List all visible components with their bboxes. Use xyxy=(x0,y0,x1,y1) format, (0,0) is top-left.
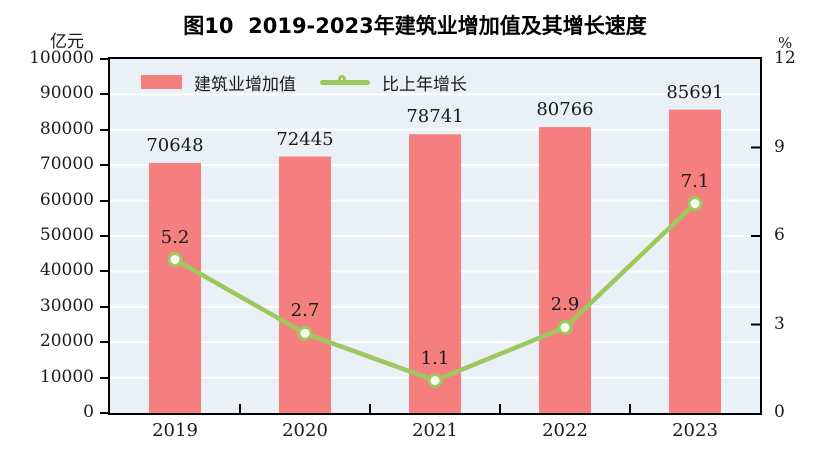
bar-value-label: 72445 xyxy=(276,128,334,150)
bar-value-label: 70648 xyxy=(146,134,204,156)
left-axis-tick-label: 50000 xyxy=(39,225,94,245)
right-axis-tick-label: 6 xyxy=(774,225,785,245)
x-axis-category-label: 2021 xyxy=(412,420,458,441)
left-axis-tickmark xyxy=(100,341,109,344)
right-axis-unit-label: % xyxy=(778,34,793,52)
chart-canvas xyxy=(110,93,760,413)
bar-2021 xyxy=(409,134,461,413)
left-axis-tick-label: 90000 xyxy=(39,83,94,104)
legend-bar-swatch xyxy=(141,75,182,89)
left-axis-tick-label: 10000 xyxy=(39,366,94,387)
line-marker-2020 xyxy=(297,325,313,341)
legend-line-marker-icon xyxy=(320,74,370,90)
legend-bar-label: 建筑业增加值 xyxy=(194,74,296,95)
bar-2020 xyxy=(279,156,331,413)
bar-value-label: 85691 xyxy=(666,81,724,103)
left-axis-tickmark xyxy=(100,376,109,379)
left-axis-unit-label: 亿元 xyxy=(50,32,84,52)
line-value-label: 7.1 xyxy=(680,170,710,192)
right-axis-tick-label: 12 xyxy=(774,48,796,68)
right-axis-tick-label: 0 xyxy=(774,402,785,422)
legend: 建筑业增加值 比上年增长 xyxy=(141,71,467,95)
x-axis-category-label: 2022 xyxy=(542,420,588,441)
left-axis-tick-label: 60000 xyxy=(39,189,94,210)
left-axis-tick-label: 100000 xyxy=(29,48,94,68)
left-axis-tickmark xyxy=(100,412,109,414)
left-axis-tickmark xyxy=(100,128,109,131)
bar-2022 xyxy=(539,127,591,413)
left-axis-tick-label: 20000 xyxy=(39,331,94,352)
legend-line-dot xyxy=(338,75,346,83)
chart-title: 图10 2019-2023年建筑业增加值及其增长速度 xyxy=(183,14,647,38)
x-axis-category-label: 2019 xyxy=(152,420,198,441)
line-value-label: 1.1 xyxy=(420,347,450,369)
line-value-label: 5.2 xyxy=(160,226,190,248)
left-axis-tickmark xyxy=(100,199,109,202)
line-value-label: 2.7 xyxy=(290,300,320,322)
left-axis-tick-label: 30000 xyxy=(39,295,94,316)
line-value-label: 2.9 xyxy=(550,294,580,316)
legend-line-segment xyxy=(320,80,370,85)
line-marker-2022 xyxy=(557,319,573,335)
left-axis-tickmark xyxy=(100,235,109,237)
right-axis-tick-label: 9 xyxy=(774,136,785,157)
x-axis-category-label: 2020 xyxy=(282,420,328,441)
left-axis-tick-label: 0 xyxy=(83,402,94,422)
bar-value-label: 78741 xyxy=(406,106,464,128)
line-marker-2021 xyxy=(427,373,443,389)
line-marker-2019 xyxy=(167,252,183,268)
right-axis-tick-label: 3 xyxy=(774,313,785,334)
left-axis-tick-label: 80000 xyxy=(39,118,94,139)
left-axis-tickmark xyxy=(100,270,109,273)
left-axis-tickmark xyxy=(100,93,109,96)
left-axis-tickmark xyxy=(100,305,109,308)
left-axis-tick-label: 40000 xyxy=(39,260,94,281)
plot-area xyxy=(108,57,762,415)
bar-value-label: 80766 xyxy=(536,99,594,121)
x-axis-category-label: 2023 xyxy=(672,420,718,441)
left-axis-tick-label: 70000 xyxy=(39,154,94,175)
bar-2023 xyxy=(669,109,721,413)
left-axis-tickmark xyxy=(100,164,109,167)
bar-2019 xyxy=(149,162,201,413)
legend-line-label: 比上年增长 xyxy=(382,74,467,95)
left-axis-tickmark xyxy=(100,58,109,60)
line-marker-2023 xyxy=(687,196,703,212)
